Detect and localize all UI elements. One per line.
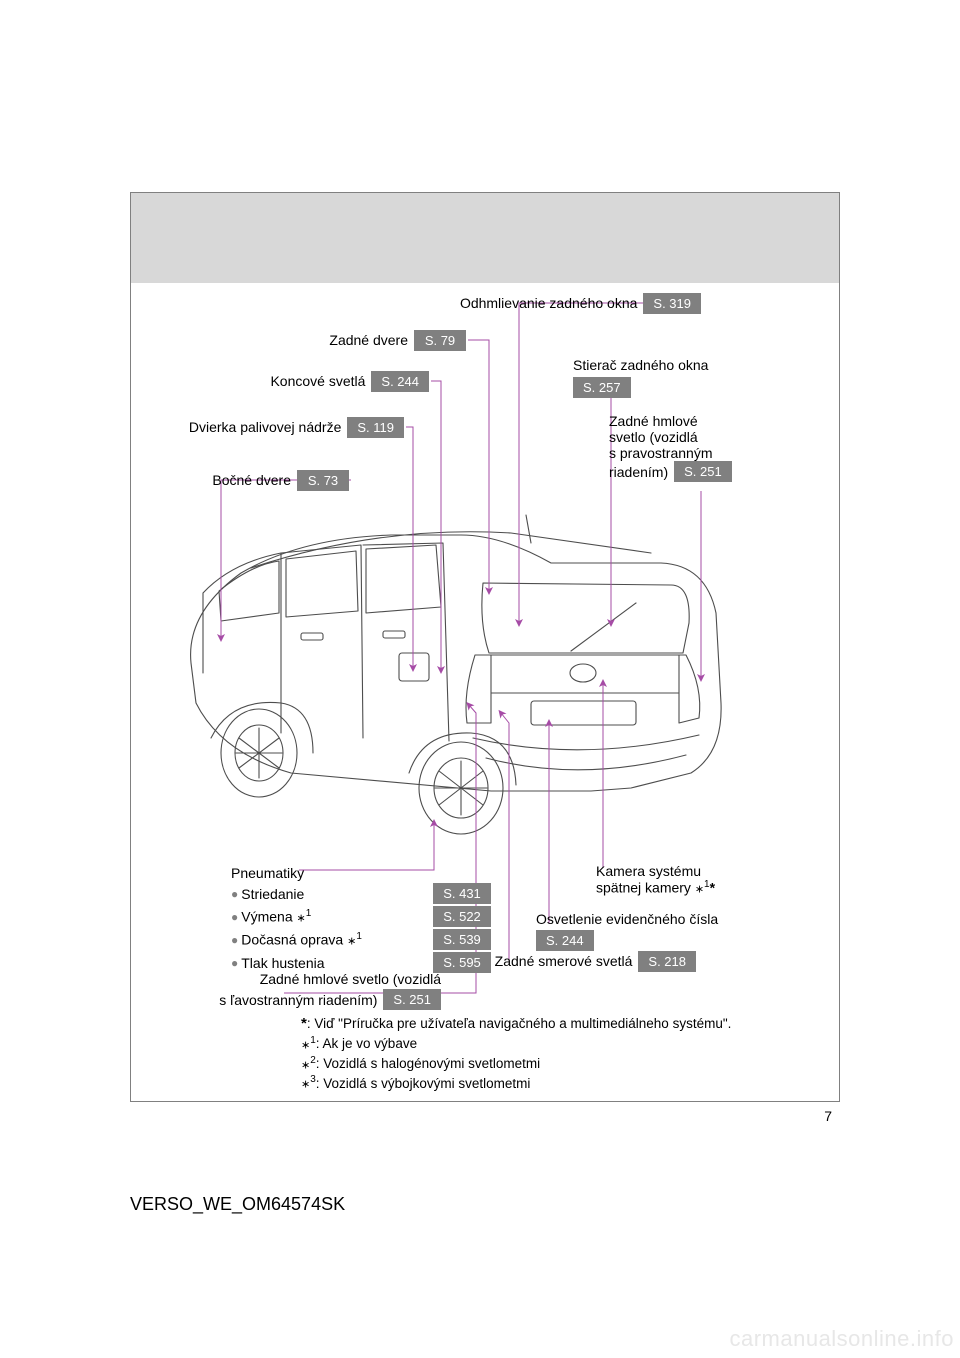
item: Tlak hustenia (241, 955, 433, 971)
text: : Viď "Príručka pre užívateľa navigačnéh… (307, 1015, 732, 1033)
label-zadne-dvere: Zadné dvere S. 79 (271, 330, 466, 351)
label-kamera: Kamera systému spätnej kamery ∗1* (596, 863, 715, 896)
text: Dvierka palivovej nádrže (189, 419, 342, 436)
text: Odhmlievanie zadného okna (460, 295, 637, 312)
page-ref: S. 244 (536, 930, 594, 951)
text: Zadné smerové svetlá (495, 953, 633, 970)
bullet-icon: ● (231, 933, 238, 947)
page-ref: S. 218 (638, 951, 696, 972)
page-ref: S. 595 (433, 952, 491, 973)
page-number: 7 (824, 1108, 832, 1124)
text: : Vozidlá s halogénovými svetlometmi (316, 1055, 540, 1073)
text: : Vozidlá s výbojkovými svetlometmi (316, 1075, 531, 1093)
mark: ∗3 (301, 1073, 316, 1093)
text: Koncové svetlá (270, 373, 365, 390)
page-ref: S. 119 (347, 417, 404, 438)
pneu-row: ● Výmena ∗1 S. 522 (231, 906, 491, 927)
label-koncove: Koncové svetlá S. 244 (231, 371, 429, 392)
text: : Ak je vo výbave (316, 1035, 417, 1053)
pneu-row: ● Tlak hustenia S. 595 (231, 952, 491, 973)
item: Výmena ∗1 (241, 908, 433, 925)
pneumatiky-block: Pneumatiky ● Striedanie S. 431 ● Výmena … (231, 865, 491, 973)
footnote: *: Viď "Príručka pre užívateľa navigačné… (301, 1014, 731, 1034)
item: Dočasná oprava ∗1 (241, 931, 433, 948)
page-ref: S. 431 (433, 883, 491, 904)
footer-code: VERSO_WE_OM64574SK (130, 1194, 345, 1215)
bullet-icon: ● (231, 887, 238, 901)
page-ref: S. 522 (433, 906, 491, 927)
mark: ∗1 (301, 1034, 316, 1054)
text: Osvetlenie evidenčného čísla (536, 911, 718, 927)
text: Bočné dvere (212, 472, 291, 489)
page: Odhmlievanie zadného okna S. 319 Zadné d… (0, 0, 960, 1358)
text-l4: riadením) (609, 464, 668, 480)
pneu-row: ● Dočasná oprava ∗1 S. 539 (231, 929, 491, 950)
label-hmlove-left: Zadné hmlové svetlo (vozidlá s ľavostran… (141, 971, 441, 1010)
text: Stierač zadného okna (573, 357, 708, 373)
label-hmlove-right: Zadné hmlové svetlo (vozidlá s pravostra… (609, 413, 732, 482)
footnote: ∗3: Vozidlá s výbojkovými svetlometmi (301, 1073, 731, 1093)
content-frame: Odhmlievanie zadného okna S. 319 Zadné d… (130, 192, 840, 1102)
page-ref: S. 244 (371, 371, 429, 392)
label-smerove: Zadné smerové svetlá S. 218 (471, 951, 696, 972)
text-l3: s pravostranným (609, 445, 732, 461)
item: Striedanie (241, 886, 433, 902)
pneu-row: ● Striedanie S. 431 (231, 883, 491, 904)
page-ref: S. 79 (414, 330, 466, 351)
text-l1: Zadné hmlové (609, 413, 732, 429)
mark: ∗2 (301, 1054, 316, 1074)
text-l2: s ľavostranným riadením) (219, 992, 377, 1008)
watermark: carmanualsonline.info (729, 1326, 954, 1352)
label-evid: Osvetlenie evidenčného čísla S. 244 (536, 911, 718, 951)
page-ref: S. 257 (573, 377, 631, 398)
label-stierac: Stierač zadného okna S. 257 (573, 357, 708, 398)
car-drawing (191, 515, 722, 834)
bullet-icon: ● (231, 956, 238, 970)
footnote: ∗1: Ak je vo výbave (301, 1034, 731, 1054)
label-odhml: Odhmlievanie zadného okna S. 319 (441, 293, 701, 314)
page-ref: S. 73 (297, 470, 349, 491)
footnotes: *: Viď "Príručka pre užívateľa navigačné… (301, 1014, 731, 1093)
text-l1: Kamera systému (596, 863, 715, 879)
page-ref: S. 251 (674, 461, 732, 482)
page-ref: S. 539 (433, 929, 491, 950)
text: Zadné dvere (329, 332, 408, 349)
footnote: ∗2: Vozidlá s halogénovými svetlometmi (301, 1054, 731, 1074)
text-l2: spätnej kamery ∗1* (596, 879, 715, 896)
label-bocne: Bočné dvere S. 73 (191, 470, 349, 491)
page-ref: S. 319 (643, 293, 701, 314)
text-l1: Zadné hmlové svetlo (vozidlá (141, 971, 441, 987)
label-palivo: Dvierka palivovej nádrže S. 119 (171, 417, 404, 438)
bullet-icon: ● (231, 910, 238, 924)
page-ref: S. 251 (383, 989, 441, 1010)
pneu-title: Pneumatiky (231, 865, 491, 881)
text-l2: svetlo (vozidlá (609, 429, 732, 445)
